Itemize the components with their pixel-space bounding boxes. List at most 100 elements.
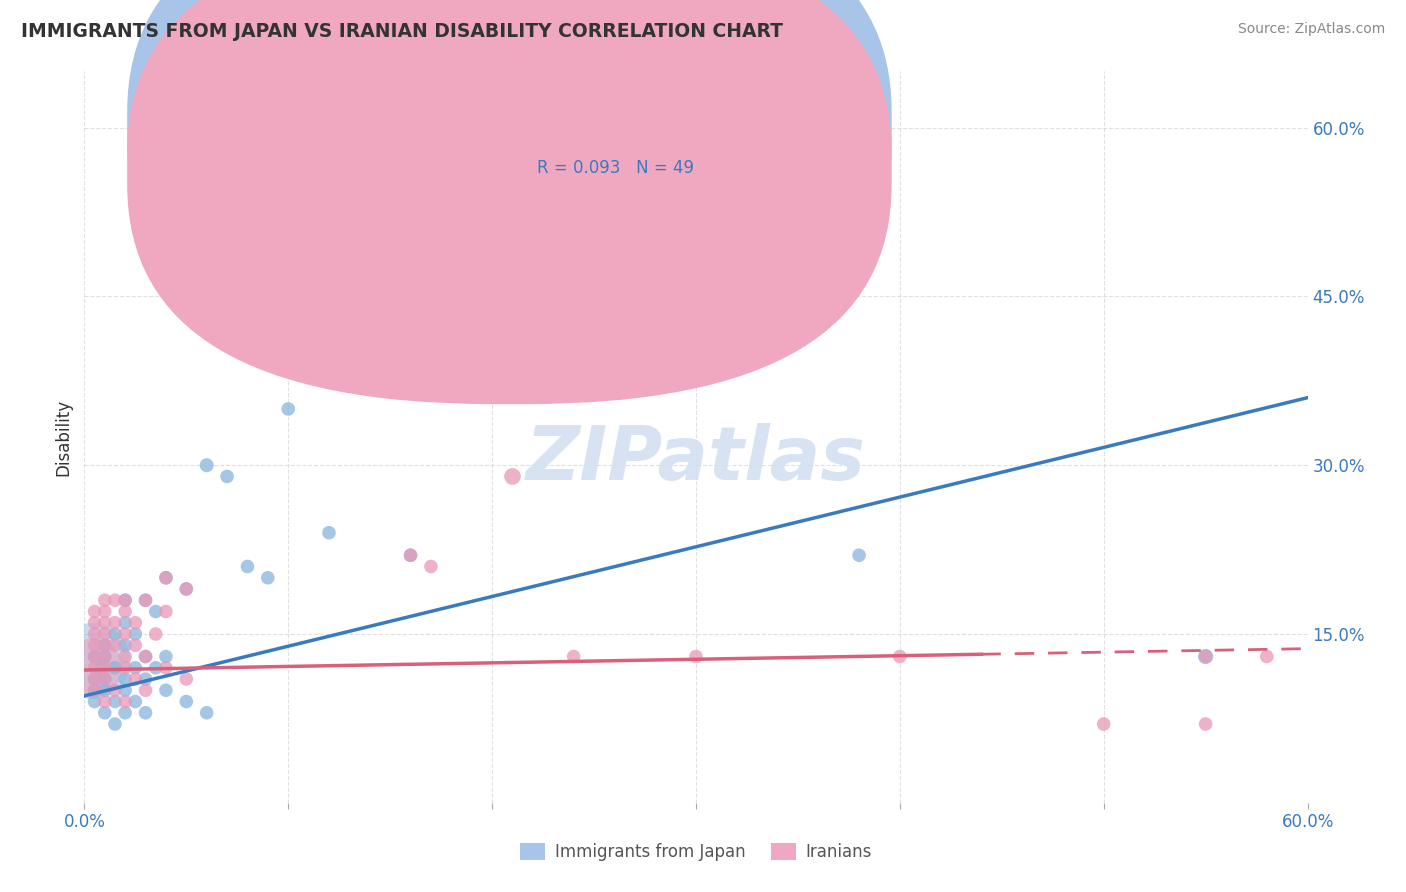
Point [83,683,105,698]
Point [124,672,146,686]
Point [420,559,443,574]
Point [104,717,127,731]
Point [93,661,115,675]
Point [114,649,136,664]
Point [562,649,585,664]
Point [155,683,177,698]
Point [124,615,146,630]
Point [93,694,115,708]
Point [104,694,127,708]
Point [522,244,544,259]
Point [257,571,280,585]
Point [82,654,104,668]
Point [236,559,259,574]
FancyBboxPatch shape [464,86,831,195]
Point [399,548,422,562]
Point [83,649,105,664]
Text: IMMIGRANTS FROM JAPAN VS IRANIAN DISABILITY CORRELATION CHART: IMMIGRANTS FROM JAPAN VS IRANIAN DISABIL… [21,22,783,41]
FancyBboxPatch shape [127,0,891,404]
Point [195,706,218,720]
Point [135,593,157,607]
Point [889,649,911,664]
Point [624,154,647,169]
Point [848,548,870,562]
Point [135,593,157,607]
Point [93,672,115,686]
Point [83,627,105,641]
Point [114,706,136,720]
Point [502,469,524,483]
Point [174,694,197,708]
Point [155,649,177,664]
Point [83,661,105,675]
Point [145,605,167,619]
Point [217,469,239,483]
Point [277,401,299,416]
Point [124,661,146,675]
Point [1256,649,1278,664]
Point [93,627,115,641]
Point [82,661,104,675]
Point [195,458,218,473]
Point [93,638,115,652]
Point [135,683,157,698]
Point [93,672,115,686]
FancyBboxPatch shape [127,0,891,364]
Legend: Immigrants from Japan, Iranians: Immigrants from Japan, Iranians [513,836,879,868]
Point [93,706,115,720]
Point [93,593,115,607]
Point [114,661,136,675]
Point [114,605,136,619]
Text: ZIPatlas: ZIPatlas [526,423,866,496]
Point [114,638,136,652]
Point [174,672,197,686]
Point [83,649,105,664]
Point [145,627,167,641]
Point [685,649,707,664]
Point [155,571,177,585]
Point [104,683,127,698]
Point [83,672,105,686]
Point [114,694,136,708]
Point [124,638,146,652]
Point [83,694,105,708]
Point [124,694,146,708]
Point [83,683,105,698]
Point [399,548,422,562]
Text: Source: ZipAtlas.com: Source: ZipAtlas.com [1237,22,1385,37]
Point [155,605,177,619]
Point [93,638,115,652]
Point [83,605,105,619]
Point [93,649,115,664]
Point [339,357,361,371]
Point [90,661,112,675]
Point [1195,649,1218,664]
Y-axis label: Disability: Disability [55,399,73,475]
Point [1195,649,1218,664]
Point [1092,717,1115,731]
Point [104,627,127,641]
Point [318,525,340,540]
Point [155,661,177,675]
Point [135,649,157,664]
Point [1195,717,1218,731]
Point [83,672,105,686]
Point [104,638,127,652]
Point [114,683,136,698]
Point [114,593,136,607]
Point [104,661,127,675]
Point [124,627,146,641]
Point [104,593,127,607]
Point [93,649,115,664]
Point [174,582,197,596]
Point [135,706,157,720]
Point [135,672,157,686]
Point [93,605,115,619]
Point [174,582,197,596]
Point [135,649,157,664]
Point [114,672,136,686]
Point [145,661,167,675]
Point [104,615,127,630]
Point [83,638,105,652]
Text: R = 0.438   N = 47: R = 0.438 N = 47 [537,119,695,137]
